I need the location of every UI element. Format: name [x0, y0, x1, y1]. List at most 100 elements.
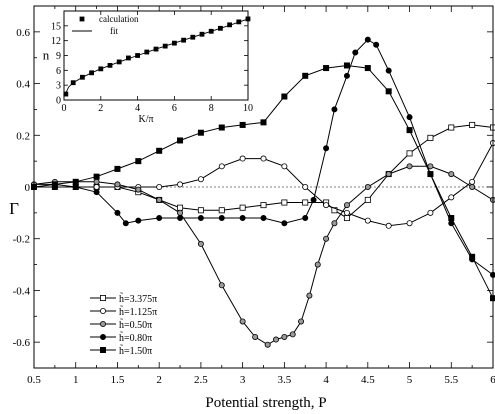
data-point [239, 318, 246, 325]
data-point [156, 215, 163, 222]
data-point [177, 137, 184, 144]
data-point [406, 127, 413, 134]
inset-data-point [190, 34, 196, 40]
data-point [448, 171, 455, 178]
inset-y-tick-label: 3 [56, 81, 61, 92]
main-plot-series [30, 36, 495, 348]
data-point [93, 178, 100, 185]
data-point [323, 65, 330, 72]
data-point [469, 178, 476, 185]
data-point [364, 36, 371, 43]
data-point [406, 163, 413, 170]
data-point [406, 114, 413, 121]
data-point [427, 209, 434, 216]
inset-data-point [181, 37, 187, 43]
inset-x-tick-label: 4 [135, 103, 140, 114]
inset-data-point [80, 74, 85, 80]
data-point [323, 145, 330, 152]
data-point [114, 181, 121, 188]
data-point [373, 41, 380, 48]
inset-x-tick-label: 6 [172, 103, 177, 114]
data-point [302, 183, 309, 190]
y-tick-label: 0.4 [16, 79, 30, 91]
inset-x-tick-label: 2 [98, 103, 103, 114]
data-point [93, 173, 100, 180]
x-tick-label: 5.5 [444, 374, 458, 386]
data-point [343, 62, 350, 69]
data-point [469, 121, 476, 128]
x-tick-label: 1.5 [111, 374, 125, 386]
data-point [72, 183, 79, 190]
data-point [281, 333, 288, 340]
x-tick-label: 0.5 [27, 374, 41, 386]
data-point [264, 341, 271, 348]
legend-item: h̃=0.50π [90, 318, 152, 331]
inset-data-point [116, 59, 122, 65]
data-point [197, 176, 204, 183]
data-point [302, 215, 309, 222]
data-point [51, 181, 58, 188]
inset-legend-label: fit [110, 26, 118, 36]
data-point [197, 207, 204, 214]
main-plot-axes: 0.5 1 1.5 2 2.5 3 3.5 4 4.5 5 5.5 6 -0.6 -0.4 -0.2 0 0.2… [13, 5, 495, 386]
data-point [281, 199, 288, 206]
data-point [331, 220, 338, 227]
data-point [239, 204, 246, 211]
data-point [260, 202, 267, 209]
legend-marker [100, 307, 107, 314]
x-tick-label: 6 [490, 374, 495, 386]
y-tick-label: 0.2 [16, 130, 30, 142]
inset-data-point [227, 22, 233, 28]
data-point [406, 220, 413, 227]
data-point [385, 171, 392, 178]
data-point [252, 333, 259, 340]
data-point [177, 181, 184, 188]
data-point [177, 204, 184, 211]
inset-y-tick-label: 0 [56, 96, 61, 107]
data-point [72, 178, 79, 185]
data-point [156, 183, 163, 190]
y-tick-label: -0.4 [13, 285, 31, 297]
data-point [302, 72, 309, 79]
data-point [469, 183, 476, 190]
y-tick-label: -0.2 [13, 234, 30, 246]
y-tick-label: 0 [25, 182, 31, 194]
inset-y-axis-label: n [43, 48, 50, 63]
data-point [239, 215, 246, 222]
data-point [310, 196, 317, 203]
inset-x-axis-label: K/π [138, 114, 153, 125]
data-point [406, 150, 413, 157]
data-point [135, 158, 142, 165]
inset-data-point [63, 91, 69, 97]
legend-marker [100, 294, 107, 301]
data-point [197, 129, 204, 136]
x-tick-label: 1 [73, 374, 79, 386]
inset-frame [63, 10, 249, 101]
inset-x-tick-label: 8 [209, 103, 214, 114]
data-point [306, 292, 313, 299]
inset-data-point [98, 66, 104, 72]
data-point [197, 215, 204, 222]
data-point [385, 88, 392, 95]
data-point [323, 202, 330, 209]
inset-data-point [153, 46, 159, 52]
data-point [289, 331, 296, 338]
y-tick-label: -0.6 [13, 337, 31, 349]
inset-data-point [236, 19, 242, 25]
data-point [93, 183, 100, 190]
data-point [218, 282, 225, 289]
y-tick-label: 0.6 [16, 27, 30, 39]
inset-data-point [162, 43, 168, 49]
data-point [218, 124, 225, 131]
data-point [239, 121, 246, 128]
data-point [239, 155, 246, 162]
legend-label: h̃=0.80π [119, 331, 152, 344]
data-point [218, 207, 225, 214]
x-tick-label: 3.5 [277, 374, 291, 386]
data-point [218, 215, 225, 222]
data-point [302, 199, 309, 206]
data-point [364, 65, 371, 72]
inset-data-point [107, 62, 113, 68]
inset-data-point [245, 16, 251, 22]
